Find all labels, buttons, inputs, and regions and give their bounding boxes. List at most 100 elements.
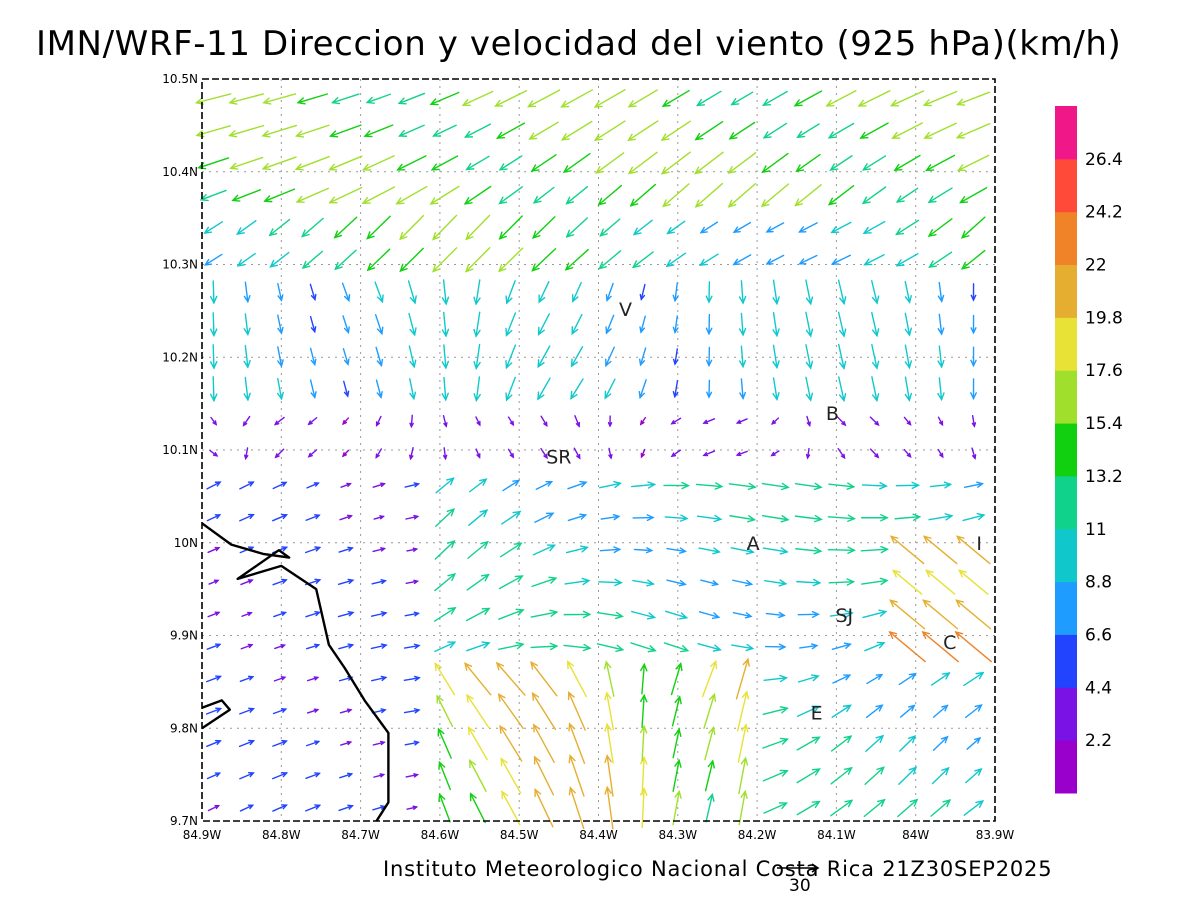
wind-arrow-shaft bbox=[530, 611, 558, 618]
wind-arrow-head bbox=[528, 132, 538, 140]
wind-arrow-head bbox=[533, 755, 541, 765]
wind-arrow-head bbox=[549, 642, 559, 651]
wind-arrow-shaft bbox=[366, 93, 392, 104]
wind-arrow-head bbox=[922, 99, 932, 107]
wind-arrow bbox=[442, 414, 448, 428]
wind-arrow-shaft bbox=[938, 377, 943, 401]
wind-arrow-shaft bbox=[865, 735, 884, 752]
wind-arrow bbox=[372, 482, 386, 488]
wind-arrow-head bbox=[280, 804, 288, 810]
wind-arrow bbox=[701, 659, 718, 698]
wind-arrow-shaft bbox=[599, 218, 621, 237]
wind-arrow-head bbox=[974, 768, 983, 776]
wind-arrow-shaft bbox=[399, 214, 425, 240]
wind-arrow-head bbox=[761, 98, 772, 106]
wind-arrow-head bbox=[646, 514, 655, 522]
wind-arrow bbox=[437, 727, 452, 759]
wind-arrow bbox=[342, 417, 350, 426]
wind-arrow-head bbox=[672, 326, 679, 334]
wind-arrow-head bbox=[526, 100, 537, 108]
wind-arrow-head bbox=[640, 662, 648, 672]
wind-arrow-head bbox=[281, 739, 288, 746]
wind-arrow-shaft bbox=[763, 802, 788, 814]
wind-arrow-head bbox=[532, 723, 541, 733]
legend-swatch bbox=[1055, 581, 1077, 635]
wind-arrow-head bbox=[564, 262, 574, 271]
wind-arrow-head bbox=[248, 739, 256, 746]
wind-arrow bbox=[599, 546, 622, 554]
wind-arrow-head bbox=[943, 481, 953, 489]
wind-arrow-head bbox=[513, 542, 523, 551]
wind-arrow bbox=[729, 515, 757, 523]
wind-arrow-shaft bbox=[498, 643, 524, 651]
wind-arrow-shaft bbox=[573, 447, 581, 459]
wind-arrow bbox=[763, 674, 789, 683]
wind-arrow bbox=[670, 417, 682, 425]
wind-arrow bbox=[405, 579, 420, 585]
wind-arrow bbox=[570, 346, 584, 368]
wind-arrow bbox=[301, 217, 324, 238]
wind-arrow bbox=[272, 739, 288, 747]
wind-arrow-shaft bbox=[932, 704, 949, 718]
wind-arrow bbox=[694, 151, 724, 175]
wind-arrow bbox=[762, 547, 789, 555]
wind-arrow-shaft bbox=[466, 642, 490, 652]
wind-arrow-head bbox=[314, 772, 321, 778]
wind-arrow-head bbox=[778, 611, 786, 619]
wind-arrow bbox=[672, 380, 679, 399]
wind-arrow-shaft bbox=[772, 344, 778, 369]
wind-arrow bbox=[432, 214, 458, 241]
legend-swatch bbox=[1055, 423, 1077, 477]
wind-arrow-shaft bbox=[605, 346, 615, 367]
wind-arrow bbox=[205, 707, 223, 715]
wind-arrow-head bbox=[712, 644, 722, 652]
wind-arrow bbox=[702, 450, 716, 457]
wind-arrow bbox=[665, 252, 687, 268]
wind-arrow-head bbox=[839, 296, 847, 306]
wind-arrow-head bbox=[895, 227, 905, 236]
wind-arrow-shaft bbox=[494, 90, 528, 107]
wind-arrow bbox=[963, 671, 985, 687]
wind-arrow-head bbox=[570, 358, 579, 368]
wind-arrow-head bbox=[970, 327, 977, 335]
wind-arrow bbox=[904, 280, 912, 304]
wind-arrow bbox=[404, 740, 420, 746]
wind-arrow bbox=[929, 481, 953, 489]
wind-arrow bbox=[408, 312, 417, 337]
wind-arrow bbox=[869, 416, 880, 426]
wind-arrow-head bbox=[970, 392, 977, 401]
wind-arrow bbox=[341, 449, 350, 458]
wind-arrow bbox=[772, 377, 780, 402]
wind-arrow-shaft bbox=[830, 735, 852, 752]
wind-arrow-shaft bbox=[632, 579, 655, 585]
wind-arrow bbox=[956, 154, 990, 172]
wind-arrow bbox=[574, 415, 581, 428]
wind-arrow bbox=[954, 630, 992, 663]
wind-arrow-shaft bbox=[700, 221, 719, 234]
wind-arrow-shaft bbox=[538, 281, 550, 303]
wind-arrow-shaft bbox=[938, 281, 943, 302]
wind-arrow-shaft bbox=[736, 418, 748, 424]
wind-arrow-head bbox=[939, 452, 944, 459]
wind-arrow-shaft bbox=[567, 660, 588, 698]
wind-arrow bbox=[864, 766, 885, 785]
wind-arrow-head bbox=[694, 132, 704, 141]
wind-arrow bbox=[242, 415, 251, 427]
wind-arrow-head bbox=[247, 643, 254, 649]
wind-arrow-shaft bbox=[889, 631, 926, 663]
wind-arrow-head bbox=[212, 451, 219, 457]
wind-arrow-shaft bbox=[339, 773, 353, 779]
wind-arrow-head bbox=[646, 579, 655, 587]
wind-arrow-shaft bbox=[728, 483, 756, 488]
wind-arrow-shaft bbox=[232, 189, 262, 202]
wind-arrow-shaft bbox=[306, 708, 319, 714]
wind-arrow-shaft bbox=[372, 547, 386, 553]
wind-arrow-head bbox=[891, 131, 901, 139]
wind-arrow-head bbox=[463, 130, 474, 138]
plot-frame bbox=[201, 78, 996, 822]
x-tick-label: 84.4W bbox=[579, 828, 618, 842]
wind-arrow-head bbox=[811, 800, 821, 809]
wind-arrow-head bbox=[639, 755, 648, 765]
wind-arrow bbox=[702, 418, 716, 425]
wind-arrow bbox=[498, 186, 523, 205]
